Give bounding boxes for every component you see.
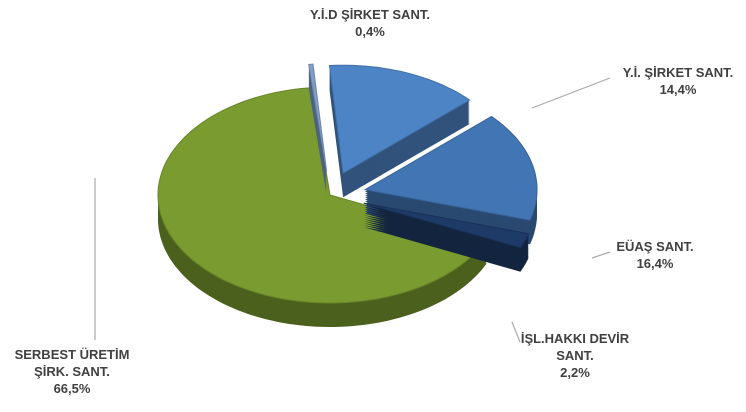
category-label: Y.İ. ŞİRKET SANT. <box>622 65 734 80</box>
category-label: SERBEST ÜRETİM ŞİRK. SANT. <box>14 347 130 379</box>
slice-side <box>308 80 327 188</box>
value-label: 16,4% <box>636 256 674 271</box>
category-label: Y.İ.D ŞİRKET SANT. <box>310 7 430 22</box>
pie-slice <box>363 115 538 245</box>
slice-side <box>308 70 327 178</box>
slice-side <box>363 207 529 252</box>
slice-top <box>157 87 488 304</box>
data-label: Y.İ. ŞİRKET SANT. 14,4% <box>618 64 738 98</box>
slice-side <box>308 74 327 182</box>
slice-top <box>363 115 538 221</box>
pie-slice <box>157 87 488 327</box>
pie-slice <box>328 64 471 198</box>
slice-side <box>363 225 529 270</box>
slice-side <box>308 82 327 190</box>
category-label: İŞL.HAKKI DEVİR SANT. <box>520 331 630 363</box>
leader-line <box>591 251 611 259</box>
slice-top <box>328 64 471 175</box>
data-label: EÜAŞ SANT. 16,4% <box>595 238 715 272</box>
slice-side <box>363 221 529 266</box>
slice-top <box>363 202 530 249</box>
slice-side <box>308 86 327 194</box>
value-label: 0,4% <box>355 24 385 39</box>
slice-top <box>308 63 328 172</box>
slice-side <box>363 227 529 272</box>
pie-slice <box>363 202 530 272</box>
value-label: 66,5% <box>53 381 91 396</box>
leader-line <box>511 321 521 343</box>
slice-side <box>308 68 327 176</box>
leader-line <box>531 77 611 109</box>
category-label: EÜAŞ SANT. <box>616 239 694 254</box>
data-label: İŞL.HAKKI DEVİR SANT. 2,2% <box>510 330 640 381</box>
slice-side <box>308 78 327 186</box>
slice-side <box>363 213 529 258</box>
slice-side <box>308 84 327 192</box>
leader-lines <box>94 77 611 343</box>
pie <box>157 63 538 327</box>
slice-side <box>363 211 529 256</box>
slice-side <box>363 219 529 264</box>
data-label: Y.İ.D ŞİRKET SANT. 0,4% <box>310 6 430 40</box>
slice-side <box>308 76 327 184</box>
slice-side <box>363 217 529 262</box>
slice-side <box>308 88 327 196</box>
data-label: SERBEST ÜRETİM ŞİRK. SANT. 66,5% <box>2 346 142 397</box>
slice-side <box>363 215 529 260</box>
value-label: 2,2% <box>560 365 590 380</box>
pie-slice <box>308 63 328 196</box>
slice-side <box>363 209 529 254</box>
slice-side <box>363 223 529 268</box>
value-label: 14,4% <box>659 82 697 97</box>
slice-side <box>308 72 327 180</box>
